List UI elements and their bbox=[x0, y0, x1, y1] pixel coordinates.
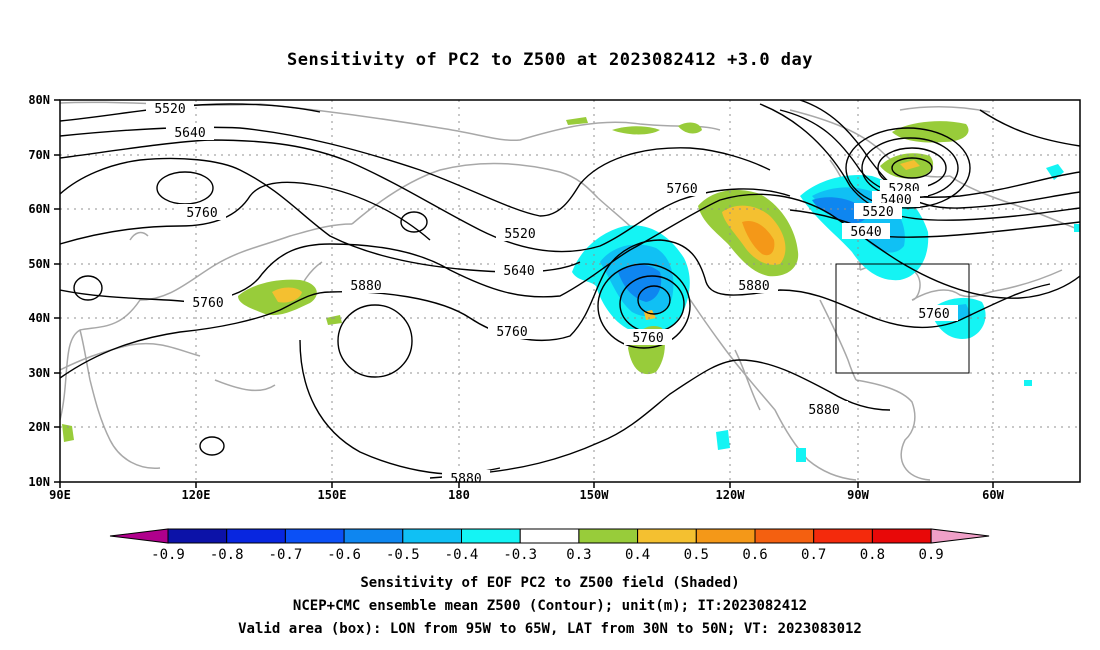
svg-text:30N: 30N bbox=[28, 366, 50, 380]
colorbar-tick-label: -0.3 bbox=[503, 547, 537, 563]
colorbar-swatch bbox=[695, 528, 756, 544]
colorbar-tick-label: -0.4 bbox=[445, 547, 479, 563]
longitude-labels: 90E 120E 150E 180 150W 120W 90W 60W bbox=[49, 488, 1004, 502]
svg-text:90W: 90W bbox=[847, 488, 869, 502]
contour-labels: 5520 5640 5760 5760 5520 5640 5760 5880 … bbox=[146, 100, 958, 487]
colorbar-swatch bbox=[461, 528, 521, 544]
svg-text:180: 180 bbox=[448, 488, 470, 502]
positive-sensitivity-arctic bbox=[678, 122, 702, 134]
svg-text:5880: 5880 bbox=[350, 279, 381, 294]
caption-valid-area: Valid area (box): LON from 95W to 65W, L… bbox=[238, 621, 862, 637]
map-title: Sensitivity of PC2 to Z500 at 2023082412… bbox=[286, 50, 813, 70]
caption-shading: Sensitivity of EOF PC2 to Z500 field (Sh… bbox=[360, 575, 740, 591]
svg-text:5640: 5640 bbox=[850, 225, 881, 240]
svg-text:40N: 40N bbox=[28, 311, 50, 325]
colorbar-swatch bbox=[637, 528, 697, 544]
svg-text:5520: 5520 bbox=[154, 102, 185, 117]
negative-sensitivity-small bbox=[1046, 164, 1064, 180]
svg-text:10N: 10N bbox=[28, 475, 50, 489]
positive-sensitivity-japan-core bbox=[272, 287, 302, 303]
svg-text:5760: 5760 bbox=[192, 296, 223, 311]
colorbar-tick-label: 0.4 bbox=[625, 547, 650, 563]
colorbar-tick-label: 0.6 bbox=[742, 547, 767, 563]
colorbar-swatch bbox=[343, 528, 404, 544]
svg-text:5760: 5760 bbox=[186, 206, 217, 221]
svg-text:5760: 5760 bbox=[666, 182, 697, 197]
colorbar-right-arrow bbox=[930, 528, 990, 544]
svg-text:150E: 150E bbox=[318, 488, 347, 502]
colorbar-swatch bbox=[402, 528, 462, 544]
positive-sensitivity-small bbox=[62, 424, 74, 442]
positive-sensitivity-small bbox=[326, 315, 342, 325]
svg-text:5760: 5760 bbox=[918, 307, 949, 322]
negative-sensitivity-canada-east-core bbox=[812, 197, 867, 224]
colorbar-tick-label: -0.8 bbox=[210, 547, 244, 563]
svg-text:5520: 5520 bbox=[504, 227, 535, 242]
caption-contour: NCEP+CMC ensemble mean Z500 (Contour); u… bbox=[292, 598, 808, 614]
negative-sensitivity-pacific-core bbox=[618, 264, 662, 302]
colorbar-swatch bbox=[754, 528, 815, 544]
svg-text:120W: 120W bbox=[716, 488, 746, 502]
positive-sensitivity-arctic bbox=[612, 126, 660, 135]
colorbar-tick-label: -0.7 bbox=[269, 547, 303, 563]
colorbar-swatch bbox=[871, 528, 932, 544]
negative-sensitivity-small bbox=[716, 430, 730, 450]
colorbar-tick-label: -0.9 bbox=[151, 547, 185, 563]
negative-sensitivity-small bbox=[1074, 224, 1080, 232]
colorbar-swatch bbox=[813, 528, 873, 544]
colorbar: -0.9 -0.8 -0.7 -0.6 -0.5 -0.4 -0.3 0.3 0.4 0.5 0.6… bbox=[109, 528, 990, 563]
axis-ticks bbox=[54, 99, 994, 488]
svg-text:50N: 50N bbox=[28, 257, 50, 271]
svg-text:5640: 5640 bbox=[174, 126, 205, 141]
colorbar-swatch bbox=[519, 528, 580, 544]
positive-sensitivity-canada-core bbox=[742, 220, 775, 256]
colorbar-tick-label: -0.5 bbox=[386, 547, 420, 563]
valid-area-box bbox=[835, 263, 970, 374]
svg-text:20N: 20N bbox=[28, 420, 50, 434]
svg-text:90E: 90E bbox=[49, 488, 71, 502]
latitude-labels: 80N 70N 60N 50N 40N 30N 20N 10N bbox=[28, 93, 50, 489]
colorbar-swatch bbox=[578, 528, 639, 544]
colorbar-swatch bbox=[284, 528, 345, 544]
svg-text:60N: 60N bbox=[28, 202, 50, 216]
colorbar-swatch bbox=[167, 528, 228, 544]
colorbar-tick-label: 0.7 bbox=[801, 547, 826, 563]
svg-text:80N: 80N bbox=[28, 93, 50, 107]
positive-sensitivity-arctic bbox=[566, 117, 588, 125]
colorbar-tick-label: 0.8 bbox=[860, 547, 885, 563]
svg-text:120E: 120E bbox=[182, 488, 211, 502]
positive-sensitivity-baffin-core bbox=[900, 160, 920, 170]
svg-text:60W: 60W bbox=[982, 488, 1004, 502]
svg-text:70N: 70N bbox=[28, 148, 50, 162]
map-frame bbox=[59, 99, 1081, 483]
svg-text:150W: 150W bbox=[580, 488, 610, 502]
positive-sensitivity-greenland bbox=[892, 121, 969, 143]
svg-text:5880: 5880 bbox=[450, 472, 481, 487]
z500-contours bbox=[60, 100, 1080, 479]
svg-text:5880: 5880 bbox=[808, 403, 839, 418]
svg-text:5880: 5880 bbox=[738, 279, 769, 294]
gridlines bbox=[60, 100, 1080, 482]
svg-text:5640: 5640 bbox=[503, 264, 534, 279]
colorbar-tick-label: 0.5 bbox=[684, 547, 709, 563]
svg-text:5520: 5520 bbox=[862, 205, 893, 220]
negative-sensitivity-small bbox=[1024, 380, 1032, 386]
colorbar-tick-label: 0.9 bbox=[918, 547, 943, 563]
colorbar-swatch bbox=[226, 528, 286, 544]
colorbar-left-arrow bbox=[109, 528, 169, 544]
negative-sensitivity-small bbox=[796, 448, 806, 462]
colorbar-tick-label: -0.6 bbox=[327, 547, 361, 563]
colorbar-tick-label: 0.3 bbox=[566, 547, 591, 563]
svg-text:5760: 5760 bbox=[496, 325, 527, 340]
svg-text:5760: 5760 bbox=[632, 331, 663, 346]
